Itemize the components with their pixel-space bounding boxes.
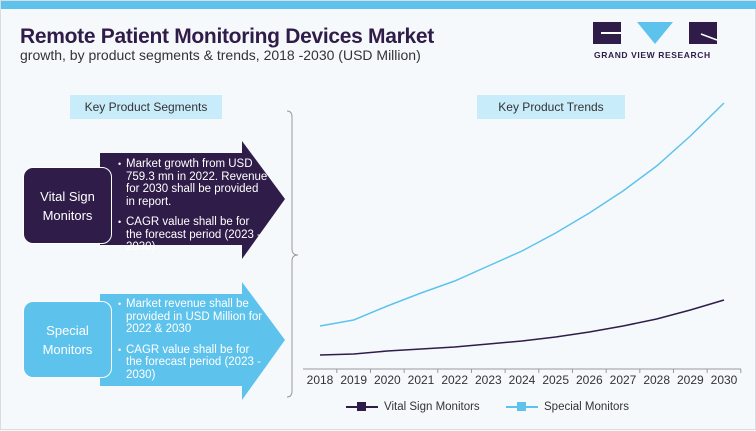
special-monitors-arrow: Market revenue shall be provided in USD … <box>100 282 285 400</box>
page-subtitle: growth, by product segments & trends, 20… <box>20 47 421 63</box>
x-tick-label: 2021 <box>408 373 435 387</box>
trends-header: Key Product Trends <box>477 95 625 119</box>
x-tick-label: 2027 <box>610 373 637 387</box>
legend-label: Vital Sign Monitors <box>384 401 480 413</box>
x-tick-label: 2028 <box>643 373 670 387</box>
legend-item-special: Special Monitors <box>506 401 629 413</box>
segment-label: Vital Sign Monitors <box>40 188 95 223</box>
x-tick-label: 2023 <box>475 373 502 387</box>
legend-label: Special Monitors <box>544 401 630 413</box>
brace <box>286 110 299 398</box>
legend-marker-icon <box>506 402 538 411</box>
logo-text: GRAND VIEW RESEARCH <box>594 50 711 60</box>
legend-item-vital: Vital Sign Monitors <box>346 401 480 413</box>
special-monitors-bullet: Market revenue shall be provided in USD … <box>118 298 268 336</box>
page-title: Remote Patient Monitoring Devices Market <box>20 25 434 48</box>
x-tick-label: 2018 <box>307 373 334 387</box>
vital-sign-bullet: CAGR value shall be for the forecast per… <box>118 216 268 254</box>
x-tick-label: 2024 <box>509 373 536 387</box>
x-tick-label: 2019 <box>340 373 367 387</box>
grand-view-research-logo <box>593 22 718 44</box>
segments-header: Key Product Segments <box>70 95 222 119</box>
x-tick-label: 2022 <box>441 373 468 387</box>
x-tick-label: 2030 <box>711 373 738 387</box>
series-line-special-monitors <box>319 102 725 327</box>
x-tick-label: 2025 <box>542 373 569 387</box>
x-tick-label: 2020 <box>374 373 401 387</box>
special-monitors-box: Special Monitors <box>23 301 112 378</box>
segment-label: Special Monitors <box>42 322 93 357</box>
special-monitors-bullet: CAGR value shall be for the forecast per… <box>118 344 268 382</box>
series-line-vital-sign-monitors <box>319 299 725 356</box>
vital-sign-monitors-box: Vital Sign Monitors <box>23 167 112 244</box>
vital-sign-bullet: Market growth from USD 759.3 mn in 2022.… <box>118 158 268 208</box>
legend-marker-icon <box>346 402 378 411</box>
x-tick-label: 2026 <box>576 373 603 387</box>
vital-sign-arrow: Market growth from USD 759.3 mn in 2022.… <box>100 141 285 259</box>
x-tick-label: 2029 <box>677 373 704 387</box>
top-accent-bar <box>1 1 756 9</box>
